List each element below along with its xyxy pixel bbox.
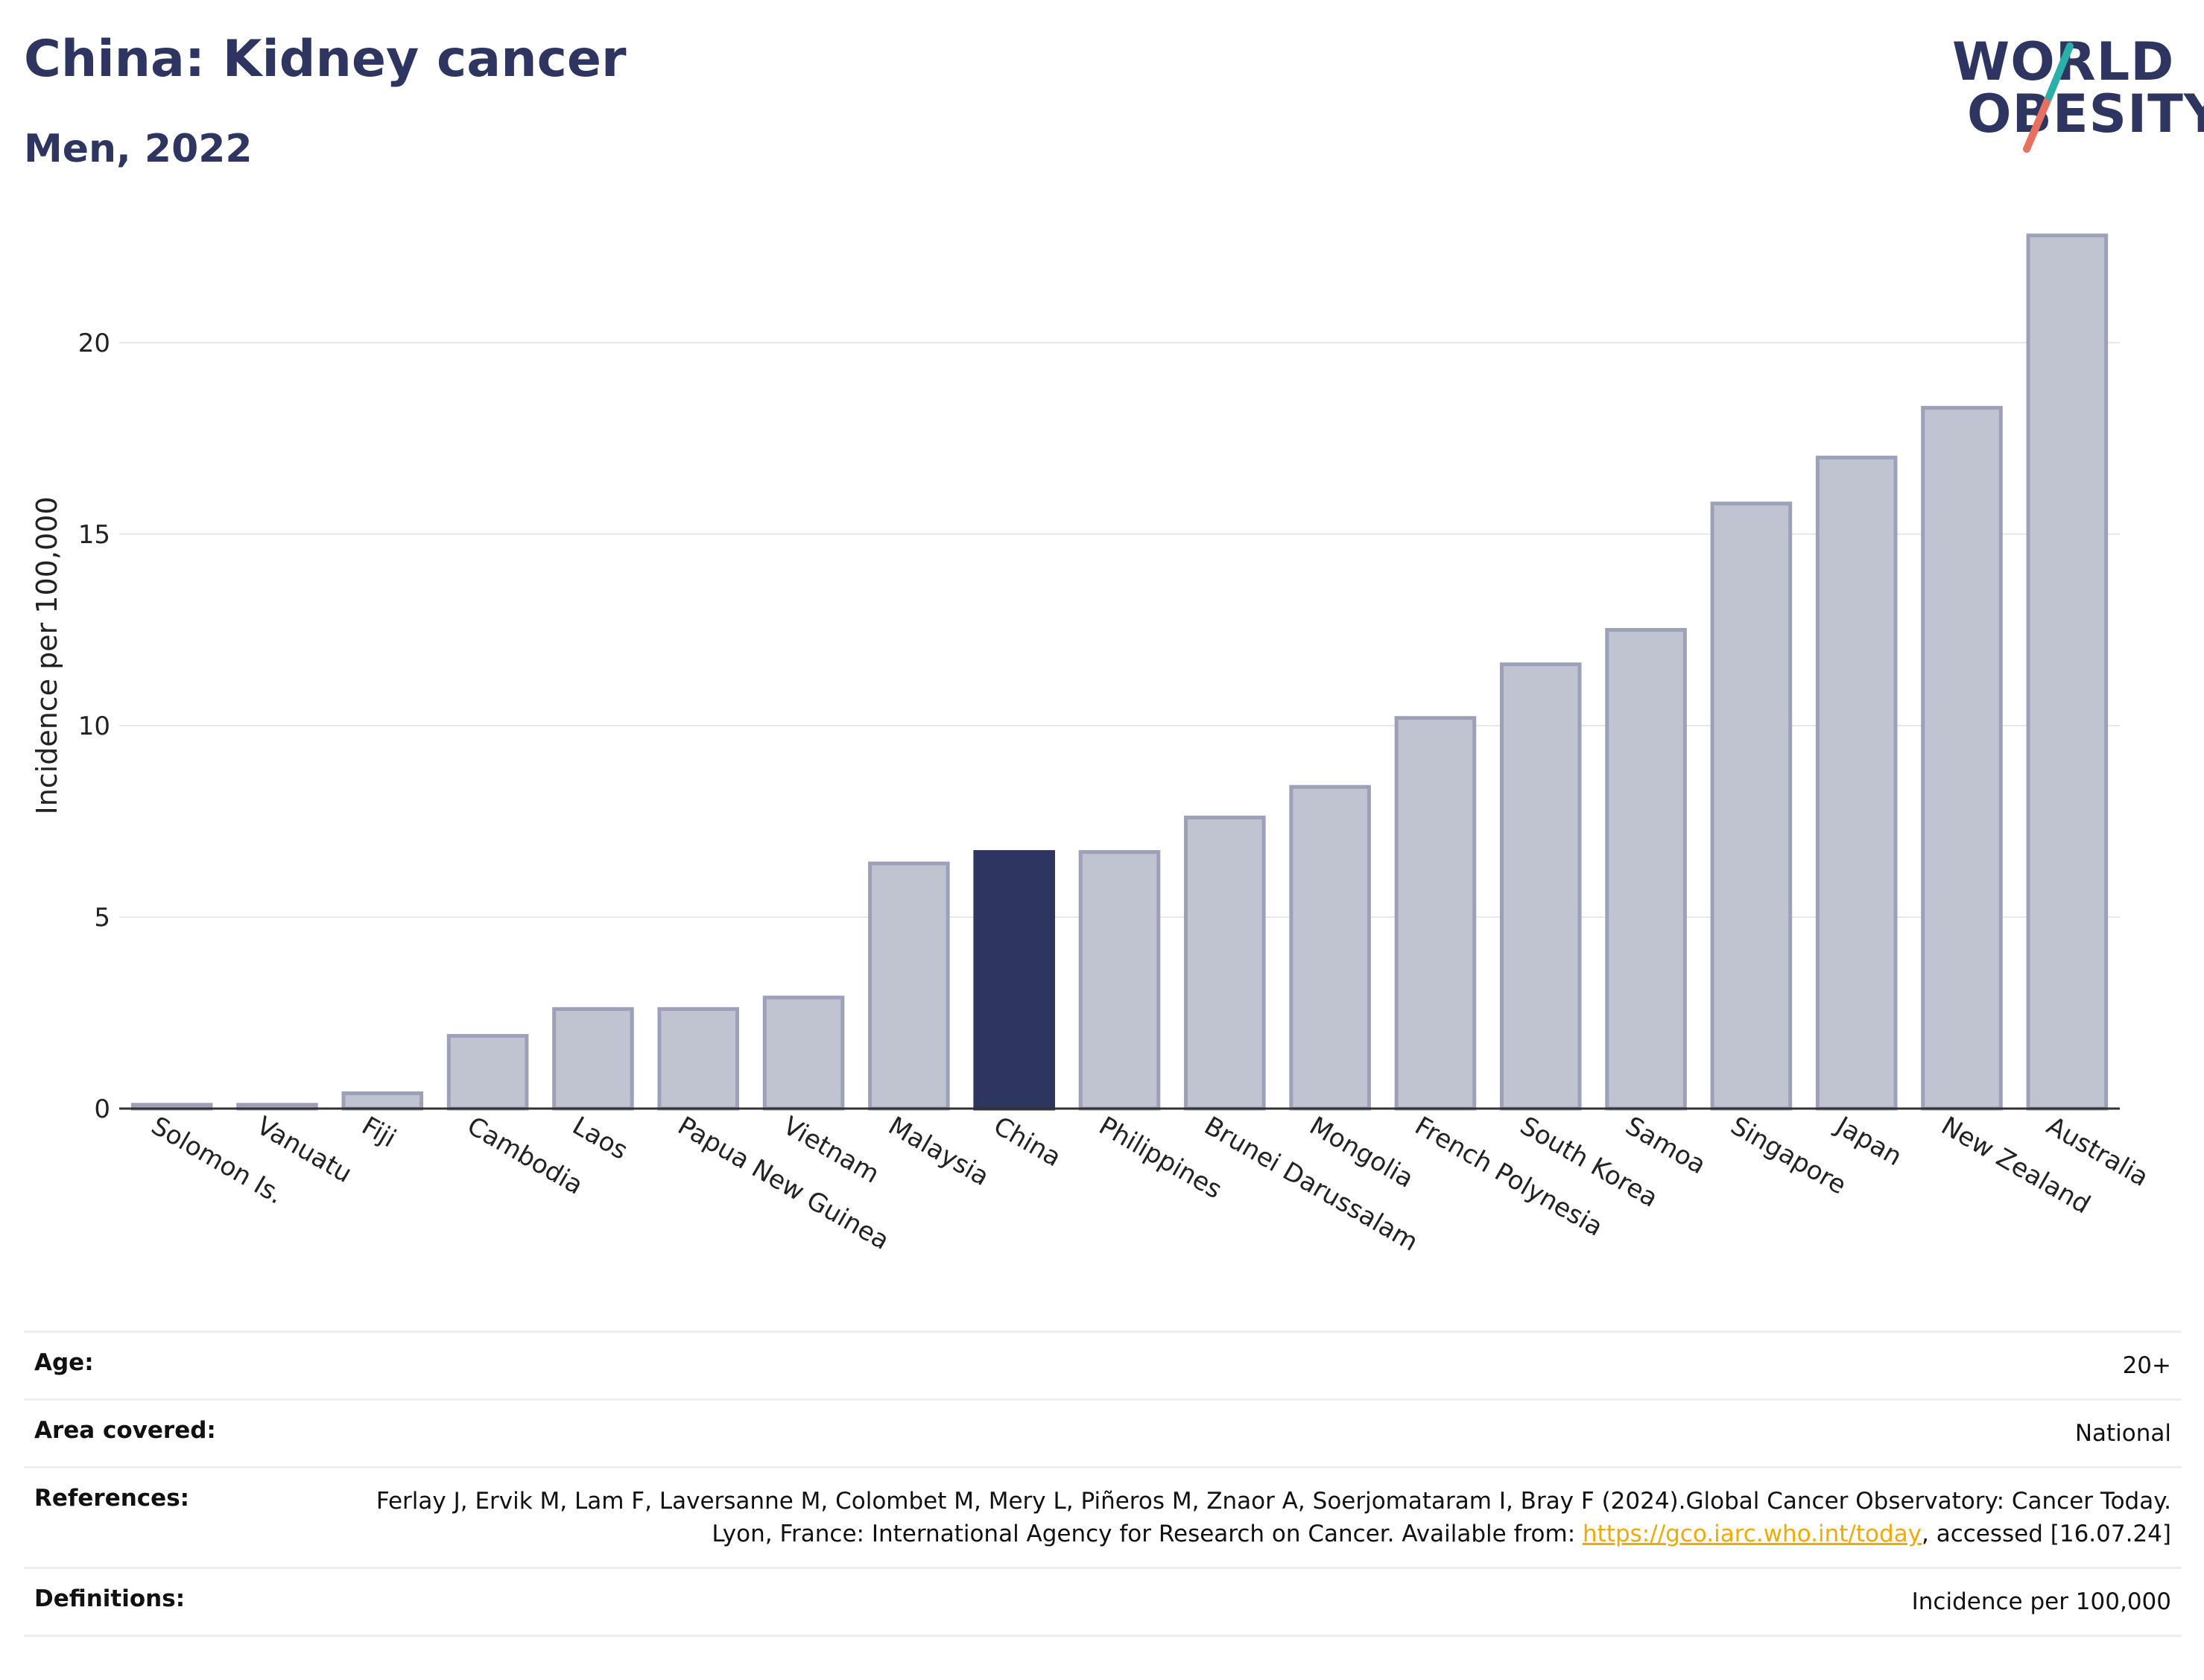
bars — [130, 233, 2109, 1111]
logo-slash-icon — [2023, 42, 2074, 153]
x-tick-label: French Polynesia — [1410, 1111, 1608, 1243]
age-label: Age: — [34, 1349, 94, 1376]
y-tick-label: 20 — [78, 329, 110, 358]
bar-japan[interactable] — [1815, 455, 1898, 1111]
bar-malaysia[interactable] — [868, 861, 950, 1111]
y-axis-label: Incidence per 100,000 — [31, 496, 63, 814]
x-tick-label: Cambodia — [462, 1111, 588, 1201]
bar-cambodia[interactable] — [446, 1033, 529, 1111]
chart-title: China: Kidney cancer — [24, 30, 627, 89]
bar-laos[interactable] — [552, 1007, 634, 1111]
info-row-area: Area covered: National — [24, 1398, 2182, 1466]
references-text: Ferlay J, Ervik M, Lam F, Laversanne M, … — [376, 1488, 2171, 1547]
references-accessed: , accessed [16.07.24] — [1921, 1521, 2171, 1547]
x-tick-label: Japan — [1829, 1110, 1907, 1172]
area-value: National — [2074, 1420, 2171, 1447]
definitions-label: Definitions: — [34, 1585, 186, 1612]
info-row-references: References: Ferlay J, Ervik M, Lam F, La… — [24, 1466, 2182, 1567]
bar-vietnam[interactable] — [762, 995, 845, 1111]
bar-philippines[interactable] — [1078, 850, 1161, 1111]
bar-singapore[interactable] — [1710, 501, 1793, 1111]
x-tick-label: Singapore — [1726, 1111, 1852, 1200]
references-label: References: — [34, 1485, 190, 1512]
references-value: Ferlay J, Ervik M, Lam F, Laversanne M, … — [308, 1485, 2171, 1550]
definitions-value: Incidence per 100,000 — [1911, 1588, 2171, 1615]
y-tick-label: 15 — [78, 520, 110, 550]
info-row-age: Age: 20+ — [24, 1331, 2182, 1398]
world-obesity-logo: WORLD OBESITY — [1937, 30, 2204, 164]
chart-subtitle: Men, 2022 — [24, 127, 253, 171]
y-tick-label: 0 — [94, 1094, 110, 1124]
bar-papua-new-guinea[interactable] — [657, 1007, 740, 1111]
bar-china[interactable] — [973, 850, 1055, 1111]
x-tick-label: China — [989, 1111, 1066, 1173]
x-tick-label: Laos — [567, 1111, 633, 1166]
x-tick-label: Malaysia — [883, 1111, 994, 1192]
y-tick-label: 5 — [94, 903, 110, 933]
logo-line-2: OBESITY — [1967, 83, 2204, 145]
y-tick-label: 10 — [78, 711, 110, 741]
x-tick-label: Samoa — [1621, 1111, 1711, 1180]
bar-australia[interactable] — [2026, 233, 2109, 1111]
bar-samoa[interactable] — [1605, 627, 1687, 1111]
info-row-definitions: Definitions: Incidence per 100,000 — [24, 1567, 2182, 1637]
bar-french-polynesia[interactable] — [1394, 716, 1477, 1111]
bar-fiji[interactable] — [341, 1091, 424, 1111]
info-table: Age: 20+ Area covered: National Referenc… — [24, 1331, 2182, 1637]
references-link[interactable]: https://gco.iarc.who.int/today — [1583, 1521, 1922, 1547]
bar-south-korea[interactable] — [1499, 662, 1582, 1111]
x-tick-label: Fiji — [357, 1111, 401, 1153]
area-label: Area covered: — [34, 1417, 216, 1444]
bar-new-zealand[interactable] — [1921, 405, 2003, 1111]
age-value: 20+ — [2122, 1352, 2171, 1379]
bar-brunei-darussalam[interactable] — [1184, 815, 1266, 1111]
bar-mongolia[interactable] — [1289, 784, 1371, 1111]
